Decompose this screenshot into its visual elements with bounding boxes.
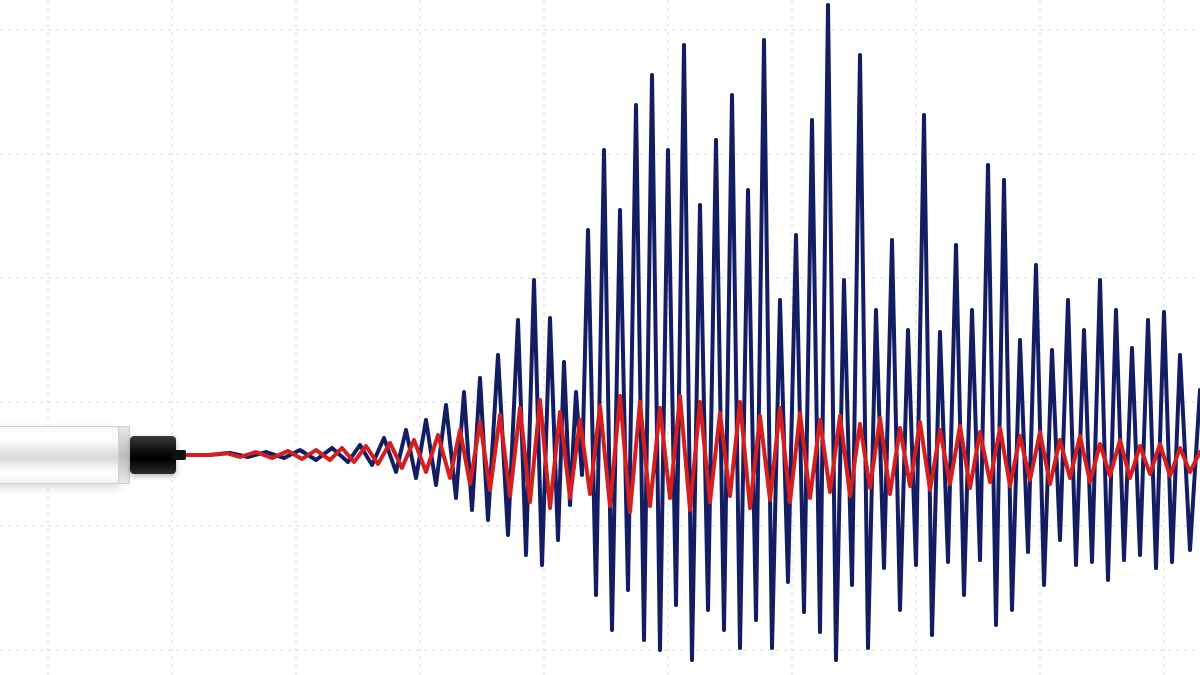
seismograph-pen-body (0, 426, 120, 484)
seismograph-chart (0, 0, 1200, 675)
seismograph-svg (0, 0, 1200, 675)
seismograph-pen-band (118, 426, 130, 484)
seismograph-pen-cap (130, 436, 176, 474)
